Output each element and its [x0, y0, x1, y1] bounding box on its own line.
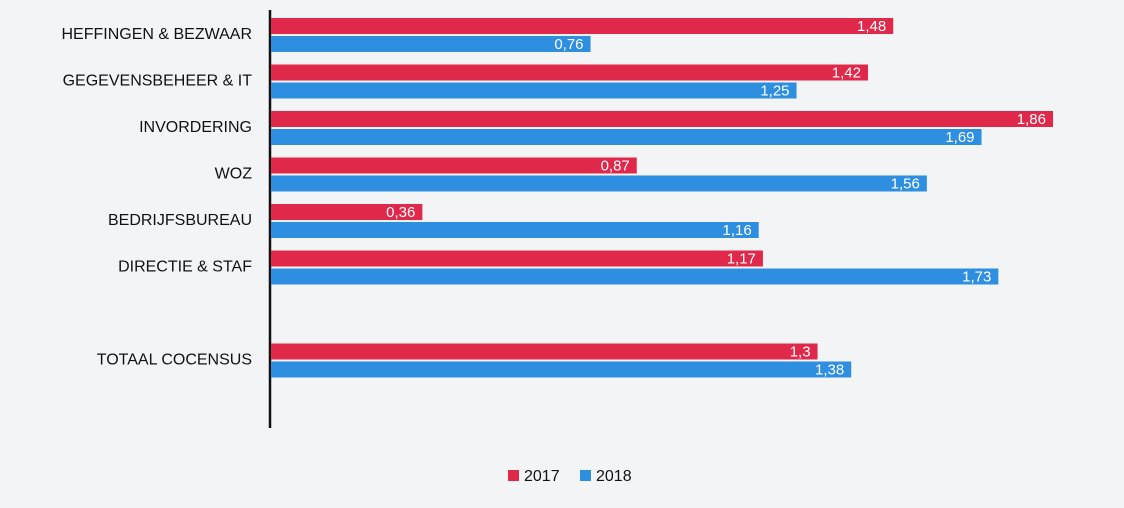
category-label: GEGEVENSBEHEER & IT — [63, 73, 253, 90]
value-label: 1,17 — [727, 250, 756, 267]
category-label: INVORDERING — [139, 119, 252, 136]
bar — [271, 361, 852, 378]
value-label: 1,56 — [891, 175, 920, 192]
value-label: 1,16 — [722, 222, 751, 239]
category-label: DIRECTIE & STAF — [118, 259, 252, 276]
value-label: 1,42 — [832, 64, 861, 81]
bar — [271, 82, 797, 99]
value-label: 1,86 — [1017, 111, 1046, 128]
bar — [271, 250, 763, 267]
bar — [271, 343, 818, 360]
bar — [271, 222, 759, 238]
value-label: 0,87 — [601, 157, 630, 174]
legend-swatch — [580, 470, 591, 481]
category-label: TOTAAL COCENSUS — [97, 352, 252, 369]
bar — [271, 175, 927, 192]
legend-label: 2018 — [596, 468, 632, 485]
value-label: 1,69 — [945, 129, 974, 146]
bar — [271, 36, 591, 52]
category-label: HEFFINGEN & BEZWAAR — [61, 26, 252, 43]
bar — [271, 18, 894, 34]
bar — [271, 204, 423, 220]
value-label: 1,3 — [790, 343, 811, 360]
bar — [271, 268, 999, 285]
bar — [271, 111, 1053, 127]
legend-label: 2017 — [524, 468, 560, 485]
bar — [271, 129, 982, 145]
value-label: 0,36 — [386, 204, 415, 221]
category-label: BEDRIJFSBUREAU — [108, 212, 252, 229]
bar — [271, 157, 637, 174]
bar — [271, 64, 869, 81]
value-label: 1,38 — [815, 361, 844, 378]
value-label: 0,76 — [554, 36, 583, 53]
value-label: 1,48 — [857, 18, 886, 35]
legend-swatch — [508, 470, 519, 481]
category-label: WOZ — [215, 166, 253, 183]
value-label: 1,73 — [962, 268, 991, 285]
value-label: 1,25 — [760, 82, 789, 99]
